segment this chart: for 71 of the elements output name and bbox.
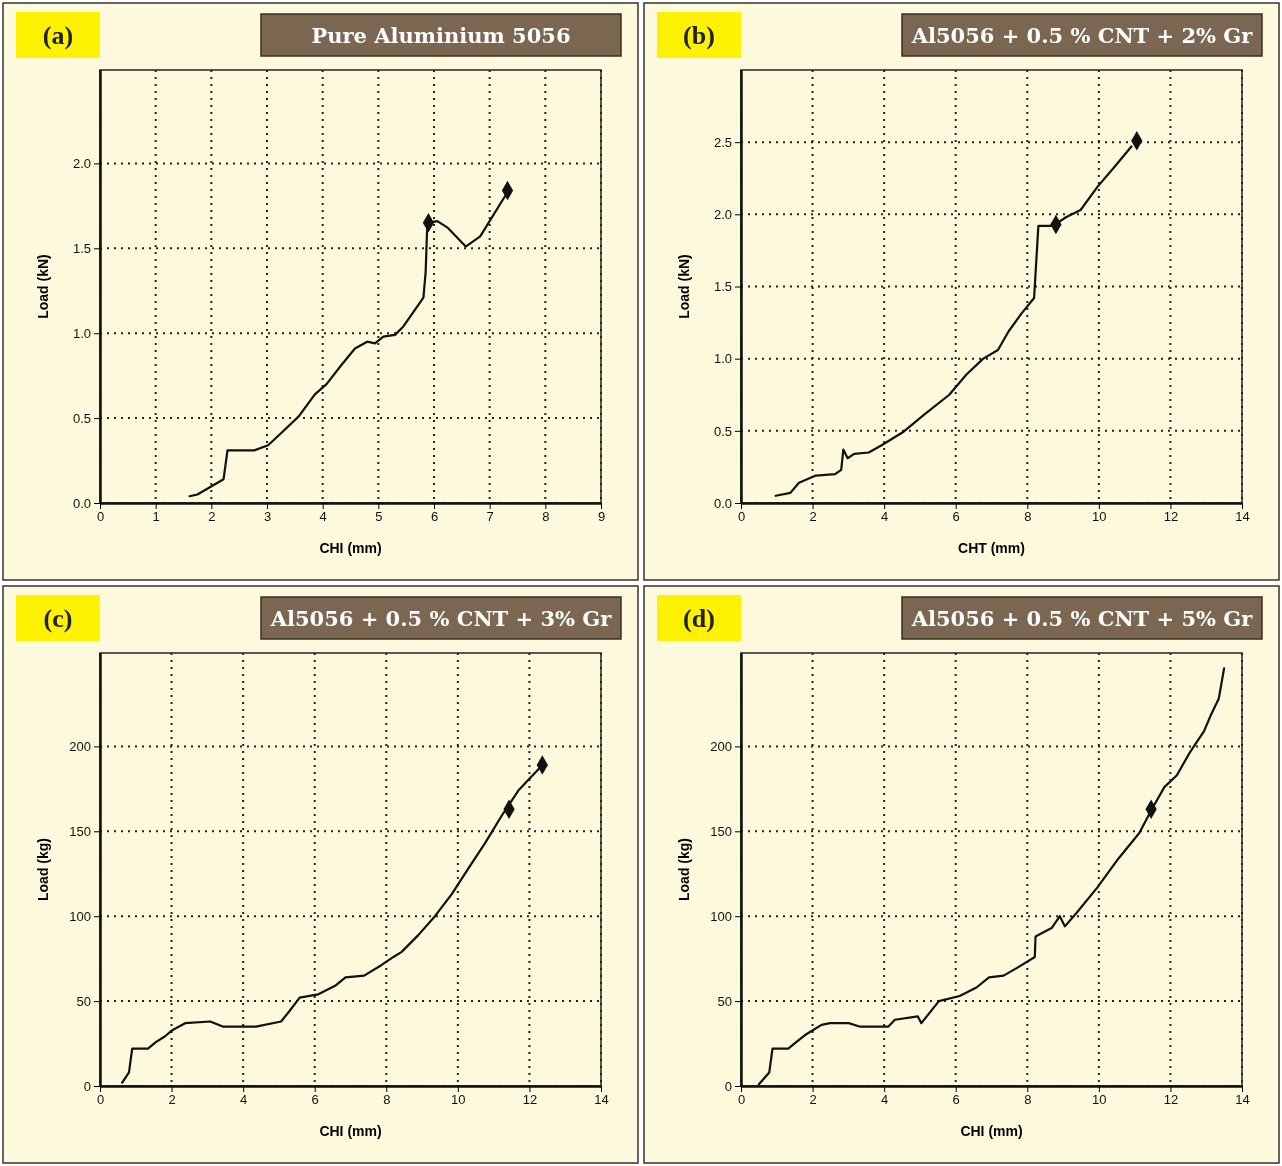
y-tick-label: 2.0 (72, 156, 91, 172)
x-tick-label: 0 (96, 509, 105, 525)
y-tick-label: 0.0 (72, 495, 91, 511)
x-tick-label: 3 (263, 509, 272, 525)
chart-title: Pure Aluminium 5056 (311, 23, 571, 48)
x-tick-label: 4 (881, 509, 889, 525)
x-tick-label: 14 (1235, 509, 1250, 525)
y-tick-label: 150 (710, 823, 732, 839)
x-tick-label: 1 (152, 509, 160, 525)
x-tick-label: 6 (311, 1092, 319, 1108)
x-tick-label: 12 (522, 1092, 538, 1108)
x-tick-label: 14 (1235, 1092, 1250, 1108)
x-tick-label: 4 (881, 1092, 889, 1108)
x-tick-label: 5 (375, 509, 383, 525)
x-tick-label: 6 (952, 1092, 960, 1108)
y-axis-title: Load (kN) (676, 254, 692, 319)
text: (d) (683, 604, 715, 633)
chart-title: Al5056 + 0.5 % CNT + 2% Gr (910, 23, 1254, 48)
x-tick-label: 0 (96, 1092, 105, 1108)
y-tick-label: 50 (717, 993, 732, 1009)
y-tick-label: 1.5 (72, 240, 91, 256)
y-tick-label: 200 (710, 739, 732, 755)
x-tick-label: 6 (430, 509, 439, 525)
y-tick-label: 2.0 (713, 206, 732, 222)
x-tick-label: 0 (737, 509, 746, 525)
x-tick-label: 2 (809, 1092, 817, 1108)
y-tick-label: 0.5 (72, 410, 91, 426)
y-tick-label: 0 (724, 1078, 732, 1094)
x-tick-label: 7 (486, 509, 494, 525)
x-tick-label: 12 (1163, 509, 1179, 525)
y-tick-label: 1.0 (713, 351, 732, 367)
y-tick-label: 100 (69, 908, 91, 924)
y-tick-label: 0.5 (713, 423, 732, 439)
x-axis-title: CHT (mm) (958, 540, 1025, 556)
x-tick-label: 12 (1163, 1092, 1179, 1108)
y-tick-label: 100 (710, 908, 732, 924)
y-tick-label: 1.5 (713, 279, 732, 295)
x-tick-label: 10 (1092, 509, 1107, 525)
y-tick-label: 150 (69, 823, 91, 839)
x-tick-label: 10 (1092, 1092, 1107, 1108)
x-tick-label: 8 (542, 509, 550, 525)
x-tick-label: 4 (319, 509, 327, 525)
chart-title: Al5056 + 0.5 % CNT + 3% Gr (269, 606, 613, 631)
x-tick-label: 8 (1024, 509, 1032, 525)
x-tick-label: 6 (952, 509, 960, 525)
text: (b) (683, 21, 715, 50)
x-axis-title: CHI (mm) (960, 1123, 1023, 1139)
x-axis-title: CHI (mm) (319, 540, 382, 556)
y-tick-label: 0.0 (713, 495, 732, 511)
x-tick-label: 0 (737, 1092, 746, 1108)
y-tick-label: 0 (83, 1078, 91, 1094)
y-tick-label: 2.5 (713, 134, 732, 150)
x-axis-title: CHI (mm) (319, 1123, 382, 1139)
x-tick-label: 14 (594, 1092, 609, 1108)
x-tick-label: 10 (451, 1092, 466, 1108)
text: (a) (42, 21, 74, 50)
y-axis-title: Load (kg) (676, 838, 692, 901)
x-tick-label: 2 (208, 509, 216, 525)
chart-title: Al5056 + 0.5 % CNT + 5% Gr (910, 606, 1254, 631)
y-axis-title: Load (kg) (35, 838, 51, 901)
y-tick-label: 50 (76, 993, 91, 1009)
y-tick-label: 1.0 (72, 325, 91, 341)
x-tick-label: 2 (809, 509, 817, 525)
x-tick-label: 8 (1024, 1092, 1032, 1108)
y-axis-title: Load (kN) (35, 254, 51, 319)
x-tick-label: 4 (240, 1092, 248, 1108)
x-tick-label: 9 (597, 509, 606, 525)
text: (c) (43, 604, 73, 633)
x-tick-label: 2 (168, 1092, 176, 1108)
x-tick-label: 8 (383, 1092, 391, 1108)
y-tick-label: 200 (69, 739, 91, 755)
